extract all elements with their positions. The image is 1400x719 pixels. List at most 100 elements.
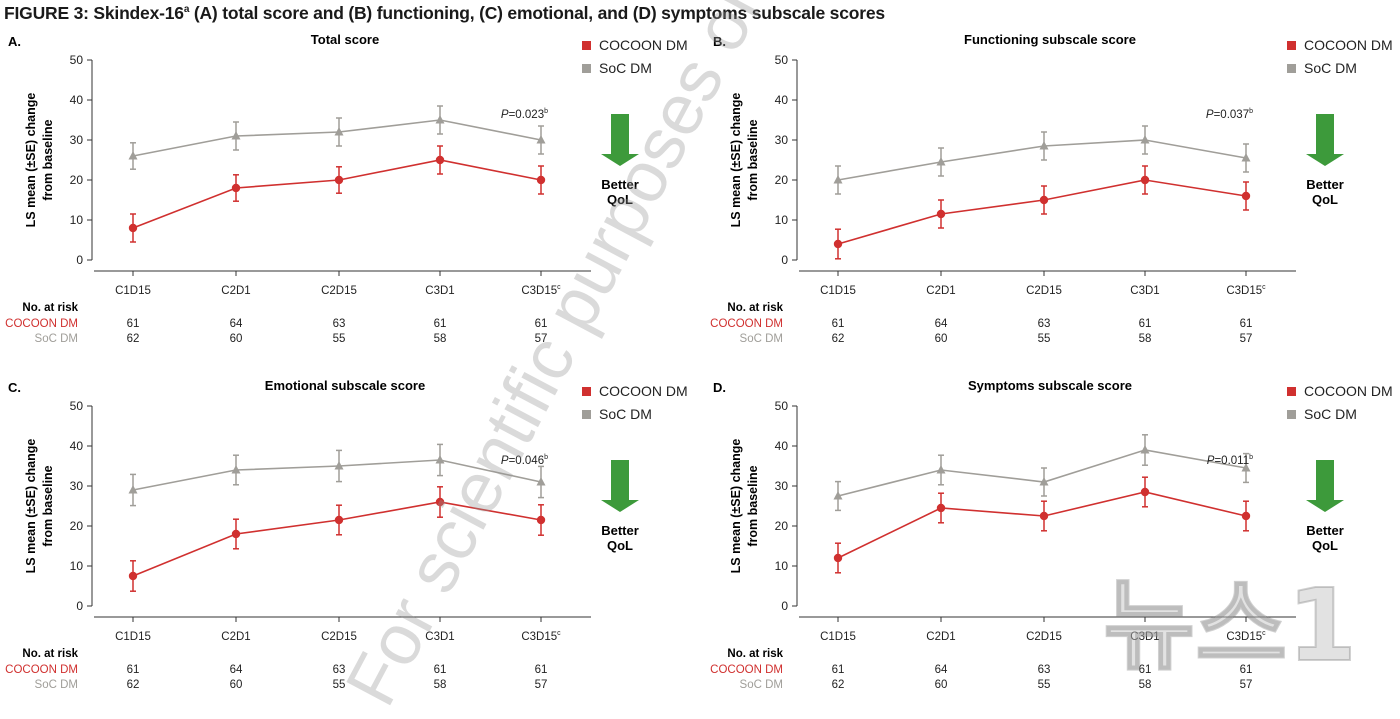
better-qol-arrow xyxy=(601,114,639,166)
data-point-cocoon xyxy=(833,239,843,249)
panel-d-symptoms: D. Symptoms subscale score 0 10 20 30 40 50 LS m… xyxy=(710,378,1393,691)
data-point-cocoon xyxy=(536,515,546,525)
panel-label: C. xyxy=(8,380,21,395)
y-tick-label: 20 xyxy=(775,173,789,187)
data-point-cocoon xyxy=(1241,191,1251,201)
legend-swatch-cocoon xyxy=(1287,387,1296,396)
x-tick-label: C3D15c xyxy=(521,630,561,643)
figure-title: FIGURE 3: Skindex-16a (A) total score an… xyxy=(4,3,885,23)
risk-count: 62 xyxy=(127,679,140,691)
risk-count: 61 xyxy=(832,318,845,330)
better-qol-label-line1: Better xyxy=(1306,177,1344,192)
p-value-p: P xyxy=(1207,455,1215,467)
risk-row-label-cocoon: COCOON DM xyxy=(5,318,78,330)
risk-count: 60 xyxy=(935,333,948,345)
risk-count: 64 xyxy=(230,664,243,676)
y-tick-label: 50 xyxy=(70,399,84,413)
y-tick-label: 30 xyxy=(775,479,789,493)
better-qol-label-line2: QoL xyxy=(1312,192,1338,207)
y-tick-label: 10 xyxy=(775,559,789,573)
data-point-soc xyxy=(1039,141,1049,150)
y-tick-label: 40 xyxy=(70,93,84,107)
risk-count: 57 xyxy=(535,679,548,691)
risk-count: 63 xyxy=(333,318,346,330)
y-tick-label: 30 xyxy=(775,133,789,147)
y-tick-label: 30 xyxy=(70,133,84,147)
data-point-soc xyxy=(936,465,946,474)
p-value-sup: b xyxy=(544,108,548,115)
data-point-soc xyxy=(128,485,138,494)
y-axis-label-line2: from baseline xyxy=(746,465,760,546)
legend-swatch-soc xyxy=(1287,410,1296,419)
risk-count: 55 xyxy=(333,679,346,691)
risk-count: 63 xyxy=(1038,664,1051,676)
risk-row-label-cocoon: COCOON DM xyxy=(710,664,783,676)
series-line-soc xyxy=(132,119,542,157)
y-tick-label: 10 xyxy=(775,213,789,227)
panel-label: D. xyxy=(713,380,726,395)
risk-count: 61 xyxy=(127,664,140,676)
y-tick-label: 40 xyxy=(775,93,789,107)
risk-count: 62 xyxy=(832,679,845,691)
p-value-text: =0.046 xyxy=(509,455,545,467)
risk-count: 63 xyxy=(333,664,346,676)
risk-count: 62 xyxy=(832,333,845,345)
risk-row-label-soc: SoC DM xyxy=(35,333,78,345)
risk-count: 61 xyxy=(535,318,548,330)
x-tick-label: C2D15 xyxy=(1026,285,1062,297)
risk-count: 60 xyxy=(230,679,243,691)
y-tick-label: 50 xyxy=(775,53,789,67)
panel-label: A. xyxy=(8,34,21,49)
risk-header: No. at risk xyxy=(727,302,783,314)
risk-header: No. at risk xyxy=(727,648,783,660)
p-value-p: P xyxy=(501,455,509,467)
risk-count: 63 xyxy=(1038,318,1051,330)
data-point-cocoon xyxy=(128,571,138,581)
risk-count: 61 xyxy=(1240,318,1253,330)
chart-title: Total score xyxy=(311,32,379,47)
p-value-sup: b xyxy=(1249,108,1253,115)
legend-label-soc: SoC DM xyxy=(599,406,652,422)
panel-b-functioning: B. Functioning subscale score 0 10 20 30 40 50 L… xyxy=(710,32,1393,345)
data-point-soc xyxy=(833,175,843,184)
risk-count: 64 xyxy=(935,664,948,676)
risk-count: 61 xyxy=(1240,664,1253,676)
y-tick-label: 10 xyxy=(70,213,84,227)
legend-label-soc: SoC DM xyxy=(599,60,652,76)
risk-row-label-soc: SoC DM xyxy=(740,679,783,691)
x-tick-label: C2D1 xyxy=(926,631,955,643)
x-tick-label: C3D1 xyxy=(425,285,454,297)
risk-header: No. at risk xyxy=(22,302,78,314)
data-point-soc xyxy=(536,477,546,486)
data-point-cocoon xyxy=(1241,511,1251,521)
y-tick-label: 50 xyxy=(70,53,84,67)
x-tick-label: C3D15c xyxy=(1226,284,1266,297)
legend-swatch-cocoon xyxy=(582,387,591,396)
x-tick-label: C2D15 xyxy=(321,285,357,297)
p-value-sup: b xyxy=(1249,454,1253,461)
better-qol-label-line1: Better xyxy=(1306,523,1344,538)
risk-count: 60 xyxy=(230,333,243,345)
data-point-soc xyxy=(833,491,843,500)
x-tick-label: C3D1 xyxy=(1130,631,1159,643)
risk-count: 61 xyxy=(434,664,447,676)
chart-title: Emotional subscale score xyxy=(265,378,425,393)
better-qol-label-line2: QoL xyxy=(607,192,633,207)
risk-count: 61 xyxy=(832,664,845,676)
legend-label-cocoon: COCOON DM xyxy=(1304,383,1393,399)
data-point-soc xyxy=(936,157,946,166)
risk-count: 55 xyxy=(1038,679,1051,691)
risk-count: 58 xyxy=(434,679,447,691)
p-value-text: =0.037 xyxy=(1214,109,1250,121)
risk-count: 57 xyxy=(1240,679,1253,691)
risk-count: 62 xyxy=(127,333,140,345)
p-value: P=0.011b xyxy=(1207,454,1253,467)
data-point-cocoon xyxy=(936,503,946,513)
risk-row-label-soc: SoC DM xyxy=(740,333,783,345)
risk-count: 61 xyxy=(1139,318,1152,330)
risk-row-label-soc: SoC DM xyxy=(35,679,78,691)
x-tick-label: C1D15 xyxy=(115,631,151,643)
better-qol-label-line1: Better xyxy=(601,523,639,538)
y-tick-label: 0 xyxy=(781,253,788,267)
risk-count: 61 xyxy=(127,318,140,330)
